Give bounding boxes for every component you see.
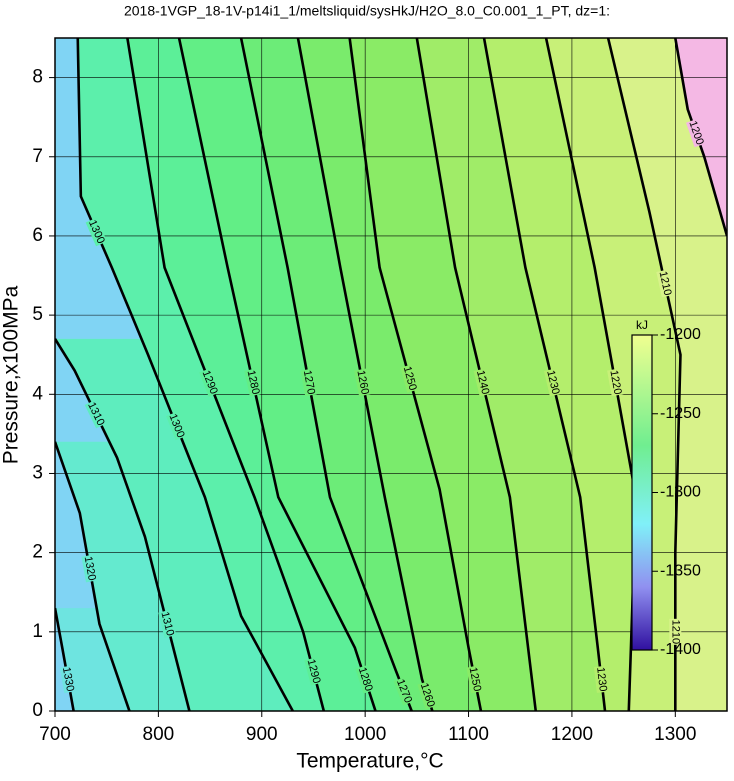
y-tick-label: 1 [32,621,43,642]
colorbar-scale [631,334,653,651]
contour-label-bg [473,368,492,397]
y-tick-label: 2 [32,542,43,563]
x-tick-label: 1100 [448,724,489,745]
x-tick-label: 1000 [344,724,386,745]
contour-label-bg [59,665,77,694]
contour-label: 1270 [301,369,317,395]
contour-line [76,38,294,711]
contour-line [55,338,191,711]
x-tick-label: 700 [39,724,71,745]
x-tick-label: 900 [246,724,278,745]
colorbar-label: kJ [636,318,648,332]
contour-label: 1250 [467,666,483,692]
contour-label: 1260 [354,369,370,395]
contour-label-bg [84,399,107,429]
contour-label: 1290 [305,658,323,685]
contour-label-bg [466,665,484,694]
colorbar-tick-label: -1350 [660,562,701,579]
contour-label-bg [607,368,624,397]
contour-label: 1220 [607,369,623,395]
y-tick-label: 6 [32,225,43,246]
axes: 700 800 900 1000 1100 1200 1300 0 1 2 3 4 5 6 7 8 [32,37,728,745]
contour-label: 1240 [474,369,491,396]
contour-label: 1280 [245,369,262,395]
colorbar-tick-label: -1400 [660,641,701,658]
contour-label-bg [393,676,415,706]
contour-label-bg [669,618,682,645]
colorbar: kJ -1200 -1250 -1300 -1350 -1400 [631,318,701,658]
contour-label-bg [686,118,706,148]
contour-line [126,38,326,711]
y-tick-label: 4 [32,383,43,404]
y-tick-label: 3 [32,462,43,483]
contour-label-bg [166,411,187,441]
contour-label: 1210 [669,620,681,644]
contour-label-bg [158,609,177,638]
contour-label: 1320 [82,555,98,581]
contour-label-bg [244,368,262,397]
plot-area: 1330132013101310130013001290129012801280… [55,38,727,711]
contour-label-bg [85,217,108,247]
contour-band [608,38,727,711]
x-tick-label: 1200 [551,724,593,745]
contour-label-bg [81,554,98,583]
colorbar-tick-label: -1300 [660,484,701,501]
contour-label: 1230 [544,369,561,396]
contour-label-bg [199,368,220,397]
contour-label-bg [400,364,419,393]
chart-title: 2018-1VGP_18-1V-p14i1_1/meltsliquid/sysH… [124,3,610,19]
contour-label-bg [300,368,318,397]
x-tick-label: 1300 [654,724,696,745]
contour-label-bg [593,665,609,693]
contour-label: 1230 [594,666,609,692]
y-tick-label: 5 [32,304,43,325]
y-axis-label: Pressure,x100MPa [0,285,23,464]
colorbar-tick-label: -1250 [660,405,701,422]
contour-line [606,38,682,711]
contour-label-bg [543,368,562,397]
y-tick-label: 8 [32,67,43,88]
x-tick-label: 800 [143,724,175,745]
contour-label-bg [656,269,674,298]
x-axis-label: Temperature,°C [296,750,443,773]
y-tick-label: 0 [32,700,43,721]
contour-label-bg [354,368,371,397]
colorbar-tick-label: -1200 [660,326,701,343]
contour-label-bg [304,657,323,686]
y-tick-label: 7 [32,146,43,167]
contour-label: 1210 [657,270,674,296]
contour-label-bg [355,665,375,694]
contour-label: 1310 [158,611,176,638]
contour-label-bg [417,680,437,710]
plot-frame [54,37,728,712]
contour-label: 1330 [60,666,76,692]
